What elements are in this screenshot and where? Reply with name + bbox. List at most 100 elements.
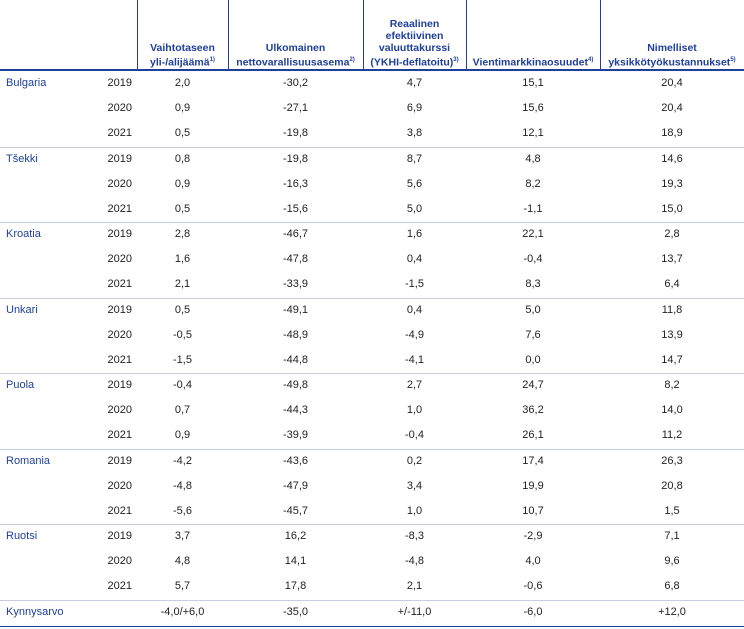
year: 2019 — [107, 303, 132, 316]
header-line: yli-/alijäämä1) — [137, 54, 228, 68]
value: -45,7 — [282, 504, 309, 517]
value: 3,4 — [406, 479, 423, 492]
value: 15,0 — [661, 202, 683, 215]
value: 22,1 — [522, 228, 544, 240]
group-rule — [0, 524, 744, 525]
year: 2020 — [107, 404, 132, 416]
header-line: efektiivinen — [363, 30, 466, 42]
value: 6,8 — [664, 580, 680, 592]
value: 0,9 — [174, 177, 191, 190]
value: 20,4 — [661, 77, 683, 89]
value: -48,9 — [282, 328, 309, 341]
column-header: Ulkomainen nettovarallisuusasema2) — [228, 42, 363, 69]
value: 2,7 — [406, 379, 423, 391]
value: -44,8 — [282, 353, 309, 366]
value: 3,7 — [174, 530, 191, 542]
header-line: Vaihtotaseen — [137, 42, 228, 54]
value: 13,9 — [661, 328, 683, 341]
group-rule — [0, 297, 744, 299]
country: Bulgaria — [6, 77, 47, 89]
value: -16,3 — [282, 177, 309, 190]
header-text: efektiivinen — [385, 29, 444, 42]
value: 14,1 — [284, 555, 307, 567]
value: 0,8 — [174, 152, 191, 165]
country: Tšekki — [6, 152, 38, 165]
value: 2,8 — [174, 228, 191, 240]
value: 2,8 — [664, 228, 680, 240]
value: 8,2 — [664, 379, 680, 391]
header-line: nettovarallisuusasema2) — [228, 54, 363, 68]
value: -30,2 — [282, 77, 309, 89]
country: Puola — [6, 379, 35, 391]
header-text: nettovarallisuusasema — [236, 56, 350, 68]
value: 18,9 — [661, 127, 683, 139]
column-header: Vaihtotaseen yli-/alijäämä1) — [137, 42, 228, 69]
value: 0,5 — [174, 127, 191, 139]
value: 9,6 — [664, 555, 680, 567]
header-line: Ulkomainen — [228, 42, 363, 54]
value: 0,7 — [174, 404, 191, 416]
value: 6,4 — [664, 278, 680, 290]
header-border — [228, 0, 229, 70]
country: Ruotsi — [6, 530, 38, 542]
value: 15,6 — [522, 102, 544, 114]
header-line: yksikkötyökustannukset5) — [600, 54, 744, 68]
value: -4,2 — [173, 454, 192, 467]
column-header: Vientimarkkinaosuudet4) — [466, 54, 600, 68]
year: 2019 — [107, 77, 132, 89]
value: 19,9 — [522, 479, 544, 492]
footnote-mark: 1) — [209, 56, 215, 63]
value: -39,9 — [282, 429, 309, 441]
value: -49,1 — [282, 303, 309, 316]
threshold-value: -35,0 — [282, 605, 309, 618]
year: 2021 — [107, 504, 132, 517]
value: 5,7 — [174, 580, 191, 592]
header-line: (YKHI-deflatoitu)3) — [363, 54, 466, 68]
value: -27,1 — [282, 102, 309, 114]
value: -4,8 — [173, 479, 192, 492]
value: 16,2 — [284, 530, 307, 542]
threshold-value: -6,0 — [523, 605, 543, 618]
header-text: Ulkomainen — [265, 41, 326, 54]
value: 36,2 — [522, 404, 544, 416]
value: -49,8 — [282, 379, 309, 391]
year: 2019 — [107, 228, 132, 240]
value: 20,8 — [661, 479, 683, 492]
value: 15,1 — [522, 77, 544, 89]
header-text: Vaihtotaseen — [150, 41, 215, 54]
value: -4,9 — [405, 328, 424, 341]
year: 2020 — [107, 555, 132, 567]
year: 2020 — [107, 253, 132, 265]
value: 14,7 — [661, 353, 683, 366]
header-line: valuuttakurssi — [363, 42, 466, 54]
value: -33,9 — [282, 278, 309, 290]
header-text: yli-/alijäämä — [150, 56, 210, 68]
value: 0,5 — [174, 303, 191, 316]
value: 5,6 — [406, 177, 423, 190]
header-border — [363, 0, 364, 70]
value: 0,0 — [525, 353, 541, 366]
value: 0,5 — [174, 202, 191, 215]
value: 1,0 — [406, 404, 423, 416]
value: 11,8 — [661, 303, 683, 316]
value: -44,3 — [282, 404, 309, 416]
header-text: valuuttakurssi — [378, 41, 451, 54]
column-header: Reaalinen efektiivinen valuuttakurssi (YKHI… — [363, 18, 466, 69]
value: -0,4 — [405, 429, 424, 441]
value: -5,6 — [173, 504, 192, 517]
value: 0,9 — [174, 102, 191, 114]
value: 7,1 — [664, 530, 680, 542]
value: 26,3 — [661, 454, 683, 467]
value: 8,3 — [525, 278, 541, 290]
value: 8,7 — [406, 152, 423, 165]
value: 0,4 — [406, 303, 423, 316]
value: 5,0 — [525, 303, 541, 316]
value: 26,1 — [522, 429, 544, 441]
value: -8,3 — [405, 530, 424, 542]
threshold-value: -4,0/+6,0 — [160, 605, 205, 618]
year: 2021 — [107, 202, 132, 215]
value: 1,5 — [664, 504, 680, 517]
year: 2020 — [107, 177, 132, 190]
value: 2,1 — [174, 278, 191, 290]
value: 1,6 — [406, 228, 423, 240]
